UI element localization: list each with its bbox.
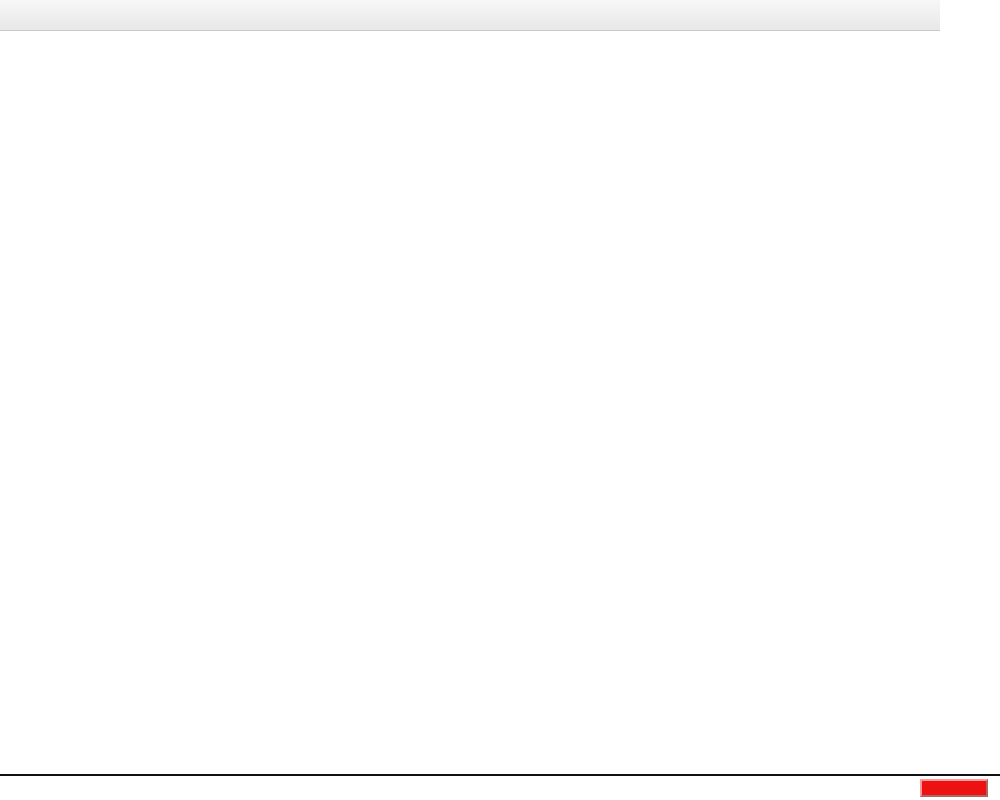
status-bar <box>0 774 1000 800</box>
toolbar <box>0 0 1000 31</box>
off-toggle-button[interactable] <box>920 779 988 797</box>
tool-sidebar <box>940 0 1000 800</box>
